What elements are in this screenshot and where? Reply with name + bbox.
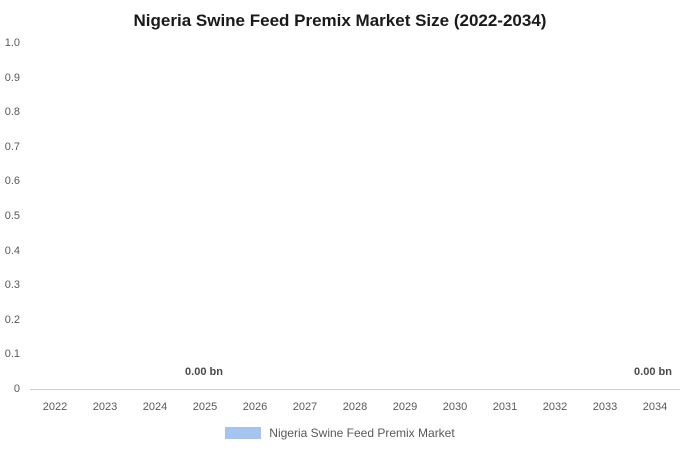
legend-swatch — [225, 427, 262, 439]
legend-label: Nigeria Swine Feed Premix Market — [269, 426, 455, 440]
x-tick-label: 2022 — [42, 401, 68, 413]
y-tick-label: 0.6 — [4, 175, 20, 187]
x-tick-label: 2033 — [592, 401, 618, 413]
y-tick-label: 0.3 — [4, 279, 20, 291]
x-tick-label: 2030 — [442, 401, 468, 413]
x-tick-label: 2034 — [642, 401, 668, 413]
y-tick-label: 0.8 — [4, 106, 20, 118]
chart-title: Nigeria Swine Feed Premix Market Size (2… — [133, 11, 547, 30]
x-tick-label: 2025 — [192, 401, 218, 413]
x-tick-label: 2027 — [292, 401, 318, 413]
y-tick-label: 0.9 — [4, 72, 20, 84]
x-tick-label: 2023 — [92, 401, 118, 413]
bar-value-label: 0.00 bn — [634, 366, 672, 378]
legend: Nigeria Swine Feed Premix Market — [0, 426, 680, 440]
x-tick-label: 2026 — [242, 401, 268, 413]
x-tick-label: 2028 — [342, 401, 368, 413]
bar-value-label: 0.00 bn — [185, 366, 223, 378]
y-tick-label: 0.1 — [4, 348, 20, 360]
y-tick-label: 0.2 — [4, 314, 20, 326]
y-tick-label: 1.0 — [4, 37, 20, 49]
x-tick-label: 2031 — [492, 401, 518, 413]
legend-item[interactable]: Nigeria Swine Feed Premix Market — [225, 426, 455, 440]
x-axis-line — [30, 389, 680, 390]
x-tick-label: 2029 — [392, 401, 418, 413]
x-tick-label: 2032 — [542, 401, 568, 413]
x-tick-label: 2024 — [142, 401, 168, 413]
y-tick-label: 0 — [13, 383, 20, 395]
y-tick-label: 0.4 — [4, 245, 20, 257]
y-tick-label: 0.7 — [4, 141, 20, 153]
y-tick-label: 0.5 — [4, 210, 20, 222]
